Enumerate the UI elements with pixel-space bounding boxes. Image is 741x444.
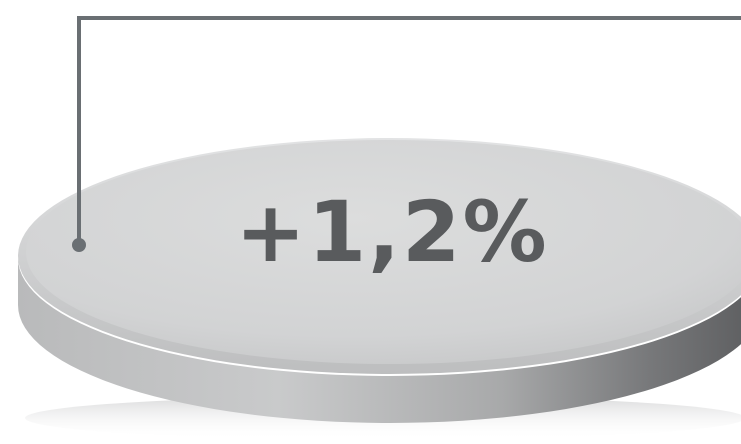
disc-top bbox=[26, 140, 741, 364]
disc-side bbox=[18, 258, 741, 423]
percentage-value: +1,2% bbox=[235, 183, 549, 281]
connector-line bbox=[77, 16, 741, 245]
connector-dot bbox=[72, 238, 86, 252]
